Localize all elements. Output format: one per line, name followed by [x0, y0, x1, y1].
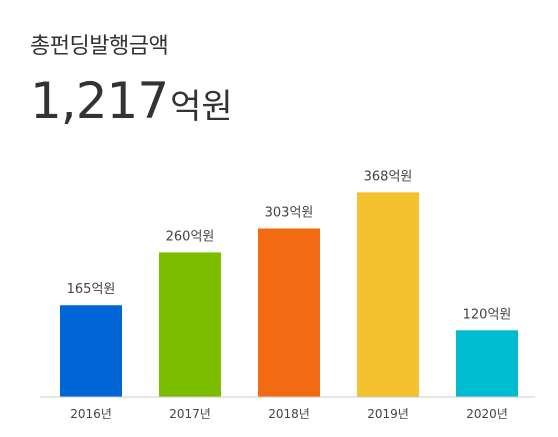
- bar-3: [357, 192, 419, 397]
- chart-title: 총펀딩발행금액: [30, 34, 169, 59]
- labels-group: 165억원 2016년 260억원 2017년 303억원 2018년 368억원 2019년…: [67, 169, 512, 421]
- x-tick-label-3: 2019년: [367, 407, 409, 421]
- data-label-4: 120억원: [463, 307, 512, 322]
- bar-2: [258, 228, 320, 397]
- bars-group: [60, 192, 518, 397]
- data-label-2: 303억원: [265, 206, 314, 221]
- bar-4: [456, 330, 518, 397]
- total-amount-unit: 억원: [170, 87, 233, 127]
- total-amount-number: 1,217: [30, 72, 169, 130]
- data-label-3: 368억원: [364, 169, 413, 184]
- bar-1: [159, 252, 221, 397]
- total-amount: 1,217억원: [30, 72, 233, 130]
- x-tick-label-1: 2017년: [169, 407, 211, 421]
- data-label-1: 260억원: [166, 229, 215, 244]
- x-tick-label-0: 2016년: [70, 407, 112, 421]
- x-tick-label-4: 2020년: [466, 407, 508, 421]
- data-label-0: 165억원: [67, 282, 116, 297]
- x-tick-label-2: 2018년: [268, 407, 310, 421]
- bar-0: [60, 305, 122, 397]
- chart-header: 총펀딩발행금액 1,217억원: [30, 28, 233, 130]
